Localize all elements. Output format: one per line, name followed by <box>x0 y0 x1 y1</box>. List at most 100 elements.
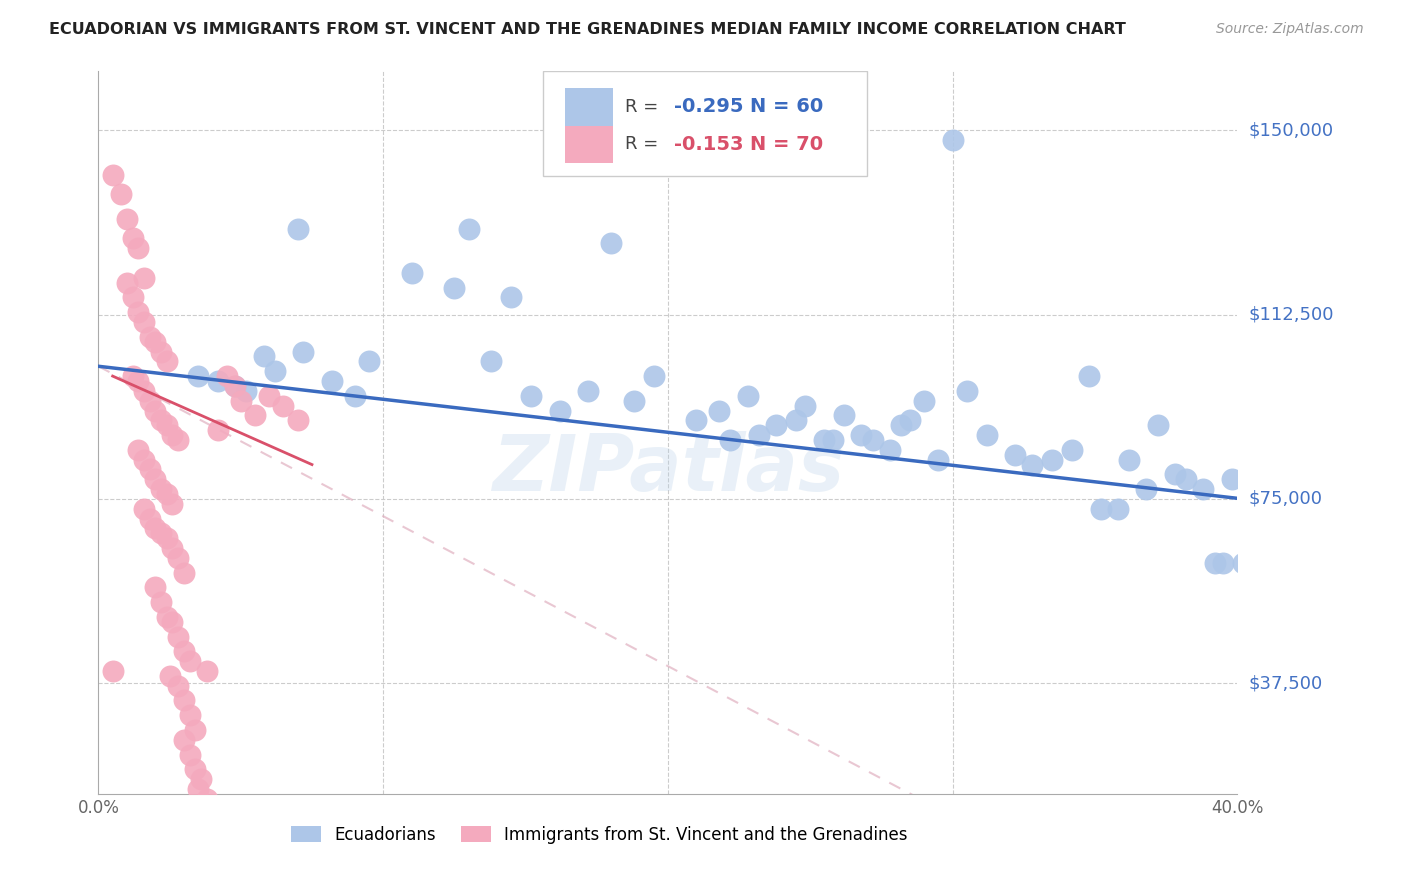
Point <box>184 723 207 737</box>
Text: N = 60: N = 60 <box>749 97 823 116</box>
Point <box>942 133 965 147</box>
Point <box>190 772 212 786</box>
Point <box>173 566 195 580</box>
Text: N = 70: N = 70 <box>749 135 823 153</box>
FancyBboxPatch shape <box>565 88 613 126</box>
Point <box>956 384 979 398</box>
Text: ZIPatlas: ZIPatlas <box>492 431 844 507</box>
Point <box>600 236 623 251</box>
Point <box>1004 448 1026 462</box>
Point <box>520 389 543 403</box>
Point <box>145 581 167 595</box>
Point <box>1212 556 1234 570</box>
Point <box>1163 467 1185 482</box>
Point <box>1040 452 1063 467</box>
Point <box>890 418 912 433</box>
Point <box>121 369 143 384</box>
Point <box>1204 556 1226 570</box>
Point <box>173 644 195 658</box>
Point <box>898 413 921 427</box>
Point <box>224 379 246 393</box>
Point <box>273 399 295 413</box>
Point <box>138 462 160 476</box>
Point <box>1021 458 1043 472</box>
Point <box>501 290 523 304</box>
Point <box>479 354 502 368</box>
Point <box>976 428 998 442</box>
Point <box>879 442 901 457</box>
Point <box>215 369 238 384</box>
Point <box>292 344 315 359</box>
Text: $37,500: $37,500 <box>1249 674 1323 692</box>
Text: R =: R = <box>624 136 664 153</box>
Point <box>145 472 167 486</box>
Point <box>187 781 209 796</box>
Point <box>150 526 173 541</box>
Point <box>115 211 138 226</box>
Point <box>201 812 224 826</box>
Point <box>145 521 167 535</box>
Point <box>259 389 281 403</box>
Point <box>162 428 184 442</box>
Point <box>201 802 224 816</box>
Point <box>737 389 759 403</box>
Point <box>121 231 143 245</box>
Point <box>101 664 124 678</box>
Point <box>357 354 380 368</box>
Point <box>167 551 190 566</box>
Point <box>851 428 873 442</box>
Point <box>401 266 423 280</box>
Point <box>127 305 149 319</box>
Point <box>243 409 266 423</box>
Point <box>132 384 155 398</box>
Point <box>145 403 167 417</box>
Point <box>115 276 138 290</box>
Point <box>132 452 155 467</box>
Point <box>167 679 190 693</box>
Point <box>132 501 155 516</box>
Point <box>834 409 856 423</box>
Point <box>138 330 160 344</box>
Point <box>167 433 190 447</box>
Point <box>127 374 149 388</box>
Point <box>343 389 366 403</box>
Point <box>162 541 184 555</box>
Point <box>765 418 787 433</box>
Point <box>707 403 730 417</box>
Point <box>321 374 343 388</box>
Point <box>1062 442 1084 457</box>
Point <box>179 708 201 723</box>
Point <box>1090 501 1112 516</box>
Point <box>179 654 201 668</box>
Point <box>548 403 571 417</box>
Point <box>229 393 252 408</box>
Point <box>132 315 155 329</box>
Text: Source: ZipAtlas.com: Source: ZipAtlas.com <box>1216 22 1364 37</box>
Point <box>162 497 184 511</box>
Point <box>623 393 645 408</box>
Point <box>195 792 218 806</box>
Point <box>252 350 274 364</box>
Point <box>1220 472 1243 486</box>
Point <box>150 595 173 609</box>
Point <box>912 393 935 408</box>
Point <box>748 428 770 442</box>
Point <box>138 393 160 408</box>
Point <box>187 369 209 384</box>
Text: R =: R = <box>624 98 664 116</box>
Text: ECUADORIAN VS IMMIGRANTS FROM ST. VINCENT AND THE GRENADINES MEDIAN FAMILY INCOM: ECUADORIAN VS IMMIGRANTS FROM ST. VINCEN… <box>49 22 1126 37</box>
Point <box>1107 501 1129 516</box>
Point <box>1175 472 1198 486</box>
Point <box>138 511 160 525</box>
Point <box>443 280 465 294</box>
Text: $75,000: $75,000 <box>1249 490 1323 508</box>
Point <box>457 221 479 235</box>
Point <box>862 433 884 447</box>
Point <box>264 364 287 378</box>
Point <box>156 487 179 501</box>
Point <box>195 664 218 678</box>
Point <box>207 822 229 836</box>
Point <box>1118 452 1140 467</box>
Point <box>110 187 132 202</box>
Point <box>1146 418 1168 433</box>
